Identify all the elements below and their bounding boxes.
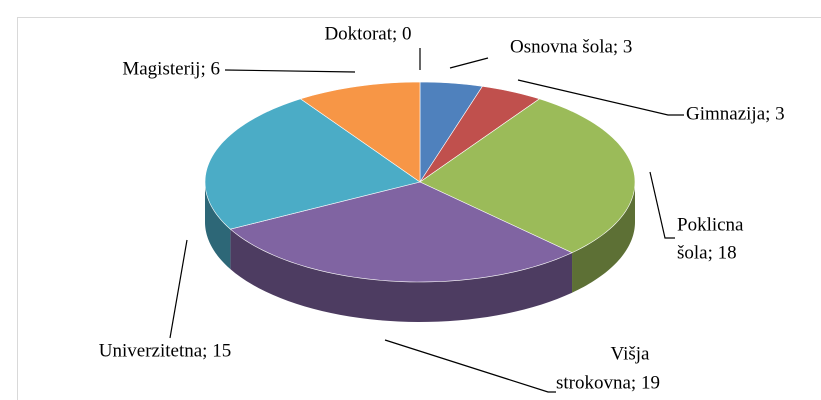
data-label: Osnovna šola; 3 [510,36,632,57]
data-label: Doktorat; 0 [324,23,411,44]
data-label: Univerzitetna; 15 [99,340,231,361]
slice [419,81,483,184]
slice-side [205,182,231,270]
data-label: šola; 18 [677,242,737,263]
slice [419,98,636,254]
slice-side [572,182,635,293]
pie [204,81,636,322]
data-label: Magisterij; 6 [122,58,220,79]
data-label: Višja [611,343,651,364]
slice [299,81,421,183]
slice [204,98,421,230]
data-labels: Doktorat; 0 Osnovna šola; 3 Gimnazija; 3 Po… [99,23,785,393]
slice-side [230,229,573,322]
slice [419,85,541,183]
data-label: Poklicna [677,214,744,235]
slice [229,181,573,283]
leader-lines [169,48,684,393]
data-label: strokovna; 19 [556,372,660,393]
data-label: Gimnazija; 3 [686,103,785,124]
